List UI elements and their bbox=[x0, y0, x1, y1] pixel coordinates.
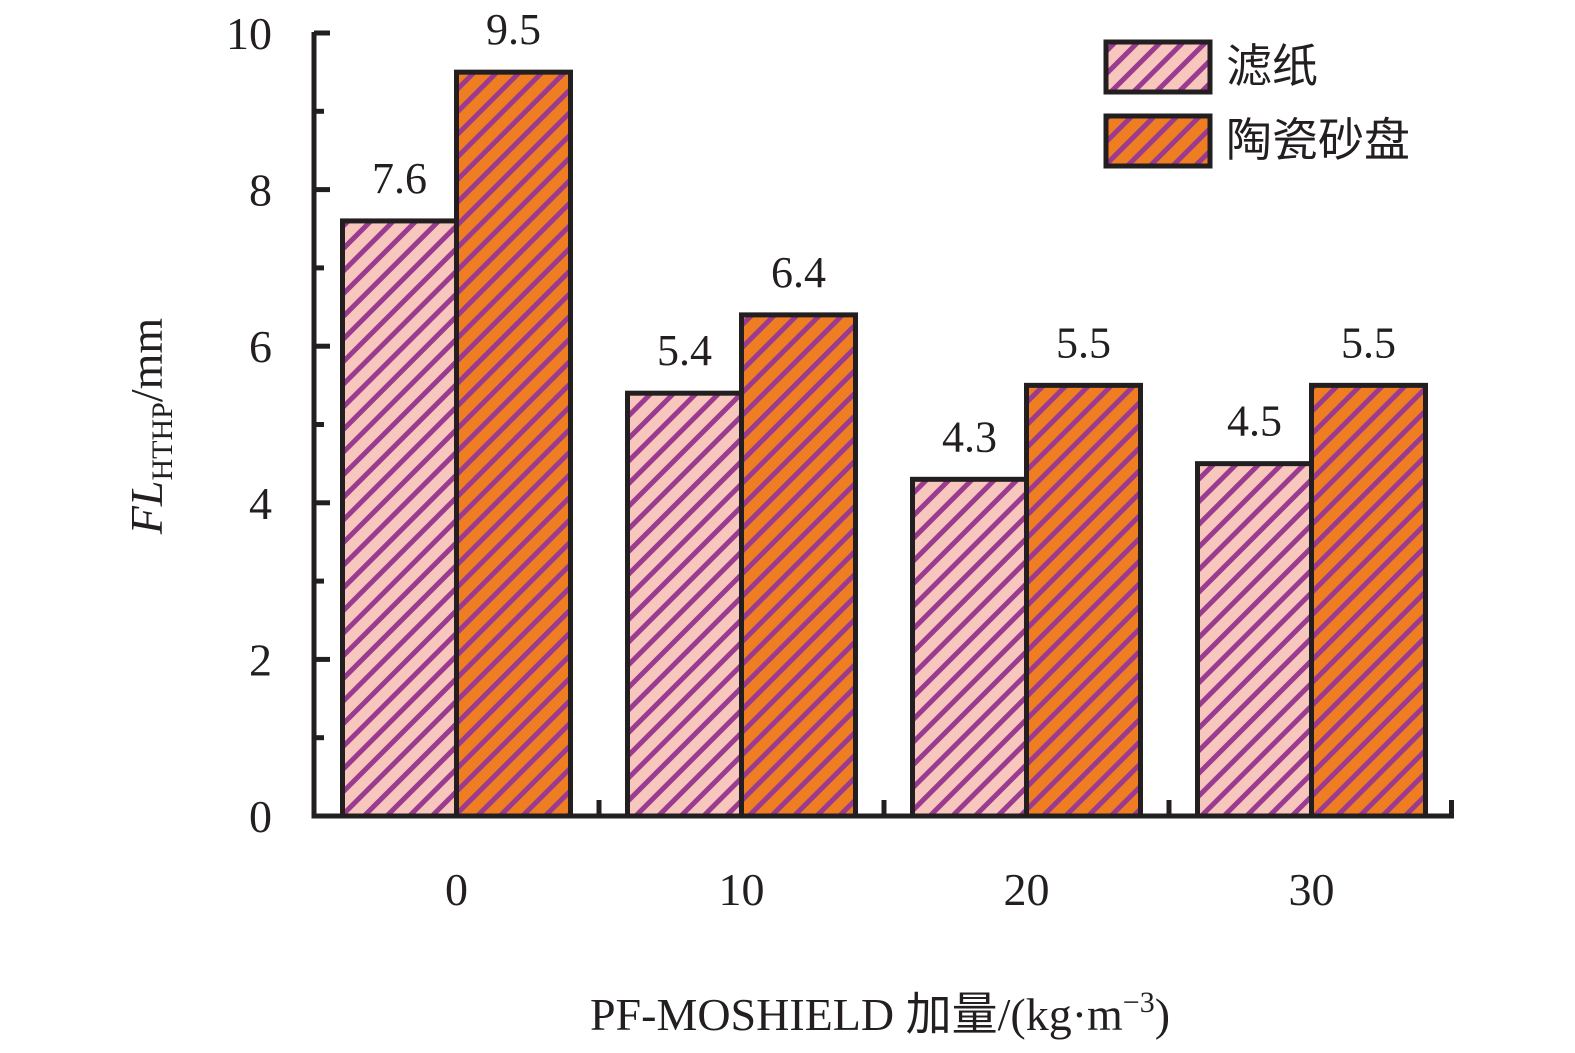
bar-filter-paper-30 bbox=[1195, 461, 1314, 819]
y-tick-label-2: 2 bbox=[249, 634, 272, 685]
data-label-filter-paper-0: 7.6 bbox=[372, 154, 427, 203]
x-ticks-layer: 0 10 20 30 bbox=[445, 800, 1454, 915]
legend-label-filter-paper: 滤纸 bbox=[1226, 41, 1318, 92]
bar-filter-paper-0 bbox=[340, 218, 459, 819]
y-axis-title-subscript: HTHP bbox=[146, 402, 179, 480]
y-ticks-layer: 0 2 4 6 8 10 bbox=[226, 8, 330, 842]
bar-ceramic-disc-20 bbox=[1024, 382, 1143, 819]
bar-filter-paper-10 bbox=[625, 390, 744, 819]
x-axis-title: PF-MOSHIELD 加量/(kg·m−3) bbox=[590, 986, 1170, 1040]
legend-label-ceramic-disc: 陶瓷砂盘 bbox=[1226, 115, 1410, 166]
x-axis-title-main: PF-MOSHIELD 加量/(kg·m bbox=[590, 989, 1123, 1040]
bars-layer bbox=[340, 69, 1428, 819]
bar-ceramic-disc-30 bbox=[1309, 382, 1428, 819]
x-tick-label-30: 30 bbox=[1289, 864, 1335, 915]
data-label-ceramic-disc-30: 5.5 bbox=[1341, 318, 1396, 367]
x-axis-title-superscript: −3 bbox=[1123, 986, 1155, 1019]
y-tick-label-10: 10 bbox=[226, 8, 272, 59]
x-axis-title-end: ) bbox=[1155, 989, 1170, 1040]
data-label-ceramic-disc-10: 6.4 bbox=[771, 248, 826, 297]
x-tick-label-10: 10 bbox=[719, 864, 765, 915]
y-axis-title: FLHTHP/mm bbox=[121, 318, 179, 536]
bar-filter-paper-20 bbox=[910, 476, 1029, 819]
legend-swatch-filter-paper bbox=[1103, 39, 1213, 95]
data-labels-layer: 7.6 9.5 5.4 6.4 4.3 5.5 4.5 5.5 bbox=[372, 5, 1396, 461]
data-label-filter-paper-10: 5.4 bbox=[657, 326, 712, 375]
legend: 滤纸 陶瓷砂盘 bbox=[1103, 39, 1410, 169]
data-label-ceramic-disc-20: 5.5 bbox=[1056, 318, 1111, 367]
legend-swatch-ceramic-disc bbox=[1103, 113, 1213, 169]
y-tick-label-4: 4 bbox=[249, 478, 272, 529]
data-label-filter-paper-30: 4.5 bbox=[1227, 397, 1282, 446]
y-tick-label-8: 8 bbox=[249, 165, 272, 216]
y-tick-label-6: 6 bbox=[249, 321, 272, 372]
y-tick-label-0: 0 bbox=[249, 791, 272, 842]
bar-ceramic-disc-10 bbox=[739, 312, 858, 819]
data-label-ceramic-disc-0: 9.5 bbox=[486, 5, 541, 54]
bar-ceramic-disc-0 bbox=[454, 69, 573, 819]
data-label-filter-paper-20: 4.3 bbox=[942, 412, 997, 461]
y-axis-title-unit: /mm bbox=[121, 318, 172, 403]
y-axis-title-symbol: FL bbox=[121, 481, 172, 536]
x-tick-label-20: 20 bbox=[1004, 864, 1050, 915]
x-tick-label-0: 0 bbox=[445, 864, 468, 915]
